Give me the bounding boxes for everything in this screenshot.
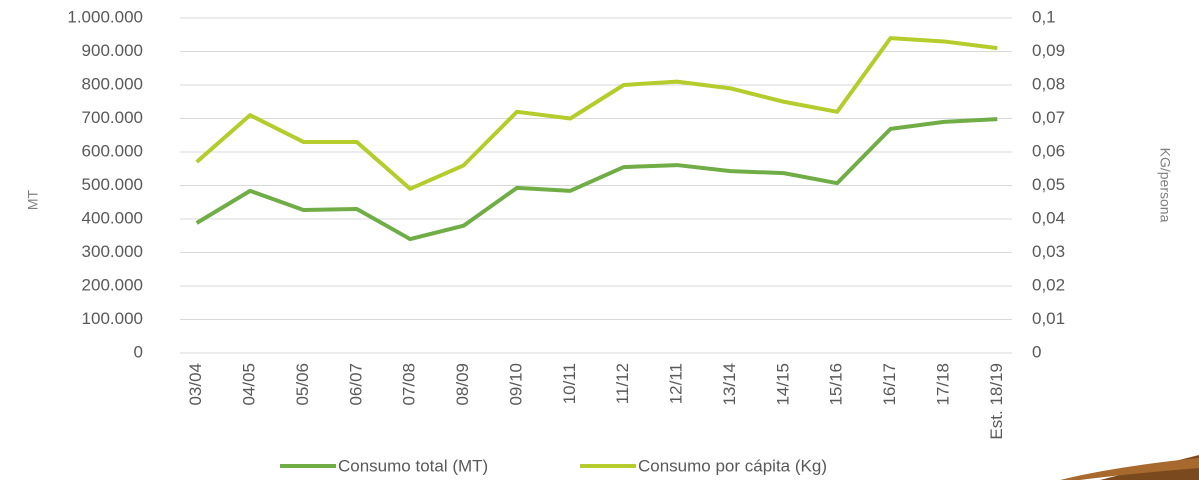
y-tick-label: 200.000 bbox=[82, 275, 143, 294]
legend-label: Consumo total (MT) bbox=[338, 456, 488, 475]
x-tick-label: 10/11 bbox=[560, 363, 579, 404]
x-tick-label: 08/09 bbox=[453, 363, 472, 406]
y2-tick-label: 0,07 bbox=[1032, 108, 1065, 127]
y2-tick-label: 0,09 bbox=[1032, 41, 1065, 60]
y-tick-label: 400.000 bbox=[82, 208, 143, 227]
x-tick-label: 14/15 bbox=[773, 363, 792, 406]
x-tick-label: 03/04 bbox=[186, 363, 205, 406]
y-tick-label: 800.000 bbox=[82, 74, 143, 93]
x-tick-label: 15/16 bbox=[827, 363, 846, 406]
y2-tick-label: 0,06 bbox=[1032, 141, 1065, 160]
x-tick-label: 07/08 bbox=[400, 363, 419, 406]
y-tick-label: 900.000 bbox=[82, 41, 143, 60]
legend-label: Consumo por cápita (Kg) bbox=[638, 456, 827, 475]
y2-tick-label: 0 bbox=[1032, 342, 1041, 361]
y2-tick-label: 0,04 bbox=[1032, 208, 1065, 227]
x-tick-label: Est. 18/19 bbox=[987, 363, 1006, 440]
y-tick-label: 300.000 bbox=[82, 242, 143, 261]
y-tick-label: 700.000 bbox=[82, 108, 143, 127]
y2-tick-label: 0,08 bbox=[1032, 74, 1065, 93]
y2-tick-label: 0,05 bbox=[1032, 175, 1065, 194]
series-line bbox=[195, 36, 998, 191]
y2-tick-label: 0,01 bbox=[1032, 309, 1065, 328]
series-line bbox=[195, 117, 998, 242]
y2-axis-title: KG/persona bbox=[1157, 148, 1173, 223]
y-tick-label: 0 bbox=[134, 342, 143, 361]
x-tick-label: 12/11 bbox=[667, 363, 686, 404]
y2-tick-label: 0,03 bbox=[1032, 242, 1065, 261]
x-tick-label: 04/05 bbox=[240, 363, 259, 406]
x-tick-label: 13/14 bbox=[720, 363, 739, 406]
x-tick-label: 06/07 bbox=[346, 363, 365, 406]
y-tick-label: 1.000.000 bbox=[67, 7, 143, 26]
y2-tick-label: 0,02 bbox=[1032, 275, 1065, 294]
y-tick-label: 100.000 bbox=[82, 309, 143, 328]
y-tick-label: 500.000 bbox=[82, 175, 143, 194]
y2-tick-label: 0,1 bbox=[1032, 7, 1056, 26]
y-tick-label: 600.000 bbox=[82, 141, 143, 160]
y-axis-title: MT bbox=[25, 189, 41, 210]
x-tick-label: 05/06 bbox=[293, 363, 312, 406]
x-tick-label: 16/17 bbox=[880, 363, 899, 406]
decoration bbox=[1060, 458, 1199, 480]
x-tick-label: 09/10 bbox=[506, 363, 525, 406]
x-tick-label: 17/18 bbox=[933, 363, 952, 406]
x-tick-label: 11/12 bbox=[613, 363, 632, 404]
